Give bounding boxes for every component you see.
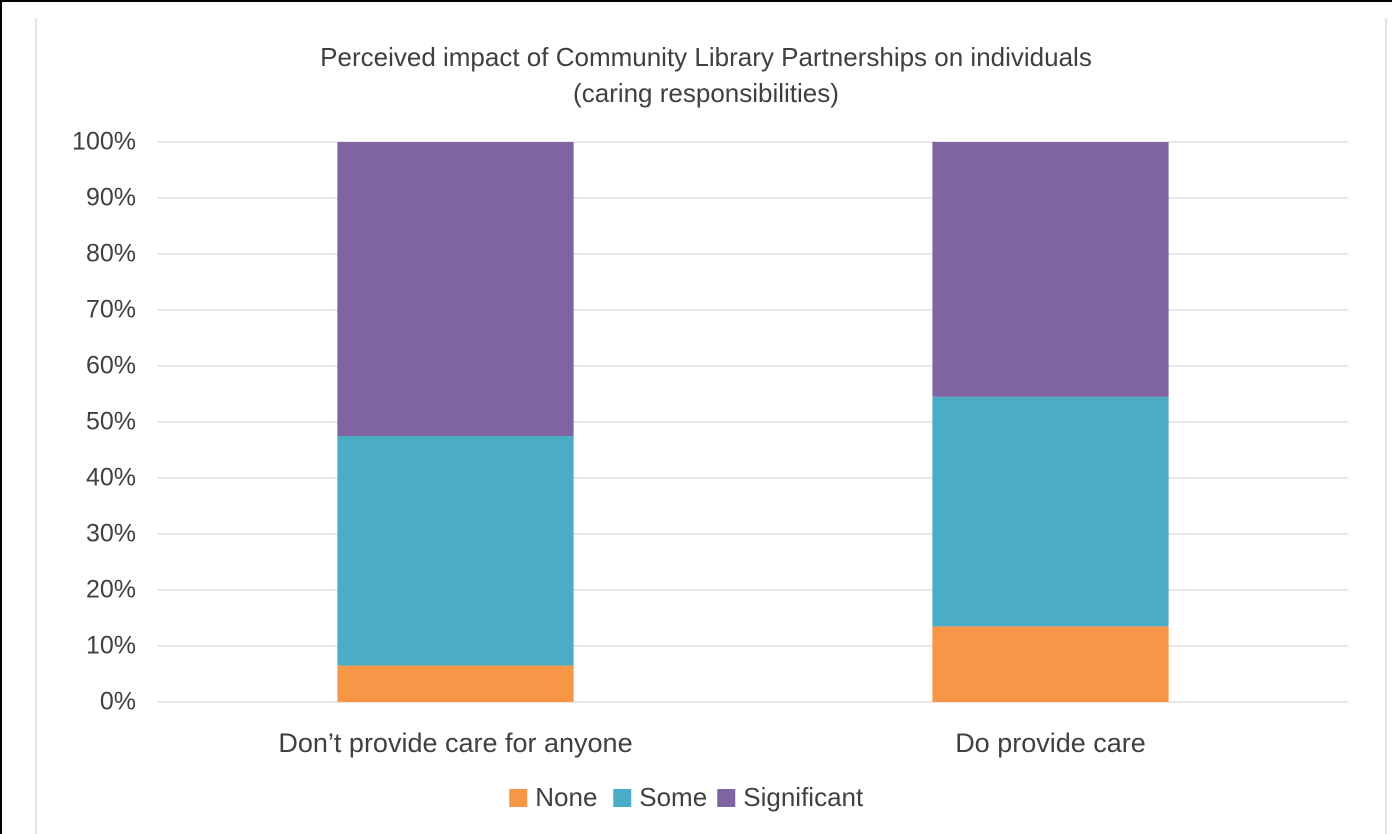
- y-tick-label: 10%: [86, 632, 136, 660]
- chart-title-line-1: Perceived impact of Community Library Pa…: [320, 42, 1092, 72]
- legend-label-some: Some: [639, 782, 707, 812]
- bar-significant-2: [932, 142, 1169, 397]
- legend-swatch-none: [509, 789, 528, 807]
- y-tick-label: 70%: [86, 296, 136, 324]
- legend-swatch-significant: [717, 789, 736, 807]
- bar-none-2: [932, 626, 1169, 702]
- bar-some-2: [932, 396, 1169, 627]
- bar-significant-1: [337, 142, 574, 436]
- legend-label-none: None: [535, 782, 597, 812]
- bar-some-1: [337, 436, 574, 666]
- bars: [337, 142, 1169, 702]
- x-category-label: Do provide care: [955, 728, 1146, 758]
- y-tick-label: 40%: [86, 464, 136, 492]
- bar-none-1: [337, 665, 574, 702]
- y-tick-label: 90%: [86, 184, 136, 212]
- y-tick-label: 80%: [86, 240, 136, 268]
- y-tick-label: 100%: [72, 128, 136, 156]
- legend: None Some Significant: [509, 782, 864, 812]
- gridlines: [158, 141, 1348, 703]
- x-category-label: Don’t provide care for anyone: [278, 728, 632, 758]
- y-axis-tick-labels: 0% 10% 20% 30% 40% 50% 60% 70% 80% 90% 100%: [72, 128, 136, 716]
- legend-swatch-some: [613, 789, 632, 807]
- chart-title-line-2: (caring responsibilities): [573, 78, 839, 108]
- y-tick-label: 0%: [100, 688, 136, 716]
- y-tick-label: 50%: [86, 408, 136, 436]
- x-axis-category-labels: Don’t provide care for anyone Do provide …: [278, 728, 1145, 758]
- y-tick-label: 20%: [86, 576, 136, 604]
- y-tick-label: 60%: [86, 352, 136, 380]
- legend-label-significant: Significant: [743, 782, 864, 812]
- y-tick-label: 30%: [86, 520, 136, 548]
- chart-title: Perceived impact of Community Library Pa…: [320, 42, 1092, 108]
